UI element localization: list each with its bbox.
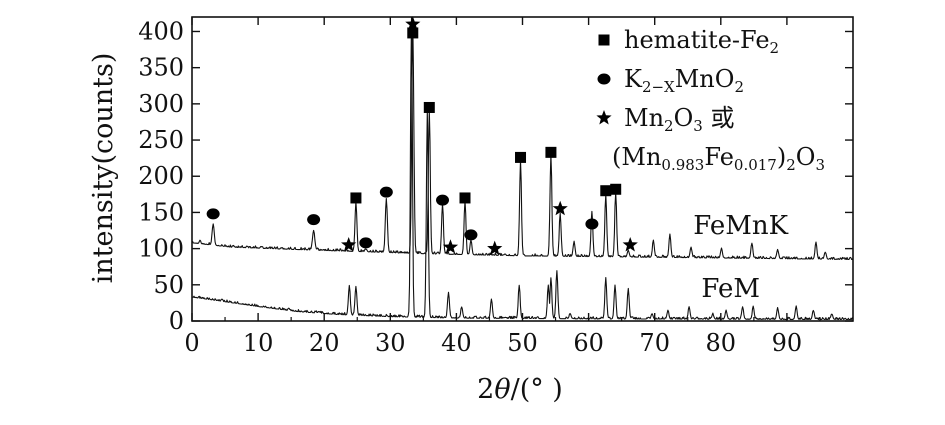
x-axis-title-theta: θ: [494, 374, 510, 405]
peak-markers: [206, 16, 638, 256]
legend-entry: (Mn0.983​Fe0.017​)2​O3​: [612, 143, 825, 174]
x-tick-label: 90: [772, 329, 803, 357]
square-marker: [545, 146, 557, 158]
y-tick-label: 250: [138, 126, 184, 154]
star-marker: [341, 237, 357, 252]
y-tick-label: 100: [138, 235, 184, 263]
x-axis-title: 2θ/(° ): [477, 374, 563, 405]
circle-marker: [379, 186, 393, 198]
series-line-FeMnK: [191, 23, 854, 261]
legend-entry: Mn2​O3​ 或: [624, 104, 734, 135]
axes: 0 10 20 30 40 50 60 70 80 90 0 50 100 150 200 250 300 350…: [138, 16, 854, 357]
y-tick-label: 50: [153, 271, 184, 299]
x-tick-label: 70: [639, 329, 670, 357]
series-label-FeMnK: FeMnK: [693, 211, 788, 241]
square-marker: [407, 27, 419, 39]
square-marker: [610, 183, 622, 195]
square-marker: [459, 192, 471, 204]
x-axis-title-unit: /(° ): [511, 374, 563, 405]
x-tick-label: 30: [375, 329, 406, 357]
star-marker: [622, 237, 638, 252]
star-marker: [487, 240, 503, 256]
star-marker: [442, 239, 459, 254]
legend-square-icon: [598, 34, 610, 46]
y-axis-title: intensity(counts): [88, 53, 119, 284]
legend-entry: hematite-Fe2​: [624, 26, 779, 57]
x-axis-title-prefix: 2: [477, 374, 494, 405]
square-marker: [600, 185, 612, 197]
circle-marker: [585, 218, 599, 230]
x-tick-label: 80: [706, 329, 737, 357]
y-tick-label: 150: [138, 198, 184, 226]
circle-marker: [206, 208, 220, 220]
star-marker: [552, 200, 568, 216]
y-tick-label: 200: [138, 162, 184, 190]
square-marker: [515, 151, 527, 163]
legend-star-icon: [596, 110, 612, 125]
circle-marker: [359, 237, 373, 249]
circle-marker: [436, 194, 450, 206]
x-tick-label: 10: [243, 329, 274, 357]
circle-marker: [464, 229, 478, 241]
x-tick-label: 0: [184, 329, 199, 357]
series-line-FeM: [191, 16, 854, 321]
square-marker: [350, 192, 362, 204]
x-tick-label: 20: [309, 329, 340, 357]
series-label-FeM: FeM: [701, 274, 760, 304]
legend: hematite-Fe2​ K2−X​MnO2​ Mn2​O3​ 或 (Mn0.983…: [596, 26, 825, 174]
x-tick-label: 40: [441, 329, 472, 357]
axis-labels: intensity(counts) 2θ/(° ): [88, 53, 563, 405]
star-marker: [405, 16, 421, 31]
x-tick-label: 50: [507, 329, 538, 357]
circle-marker: [307, 214, 321, 226]
square-marker: [423, 101, 435, 113]
legend-circle-icon: [597, 73, 611, 85]
legend-entry: K2−X​MnO2​: [624, 65, 744, 96]
y-tick-label: 400: [138, 17, 184, 45]
x-tick-label: 60: [573, 329, 604, 357]
y-tick-label: 300: [138, 90, 184, 118]
y-tick-label: 350: [138, 54, 184, 82]
series-group: FeMnK FeM: [191, 16, 854, 321]
y-tick-label: 0: [169, 307, 184, 335]
